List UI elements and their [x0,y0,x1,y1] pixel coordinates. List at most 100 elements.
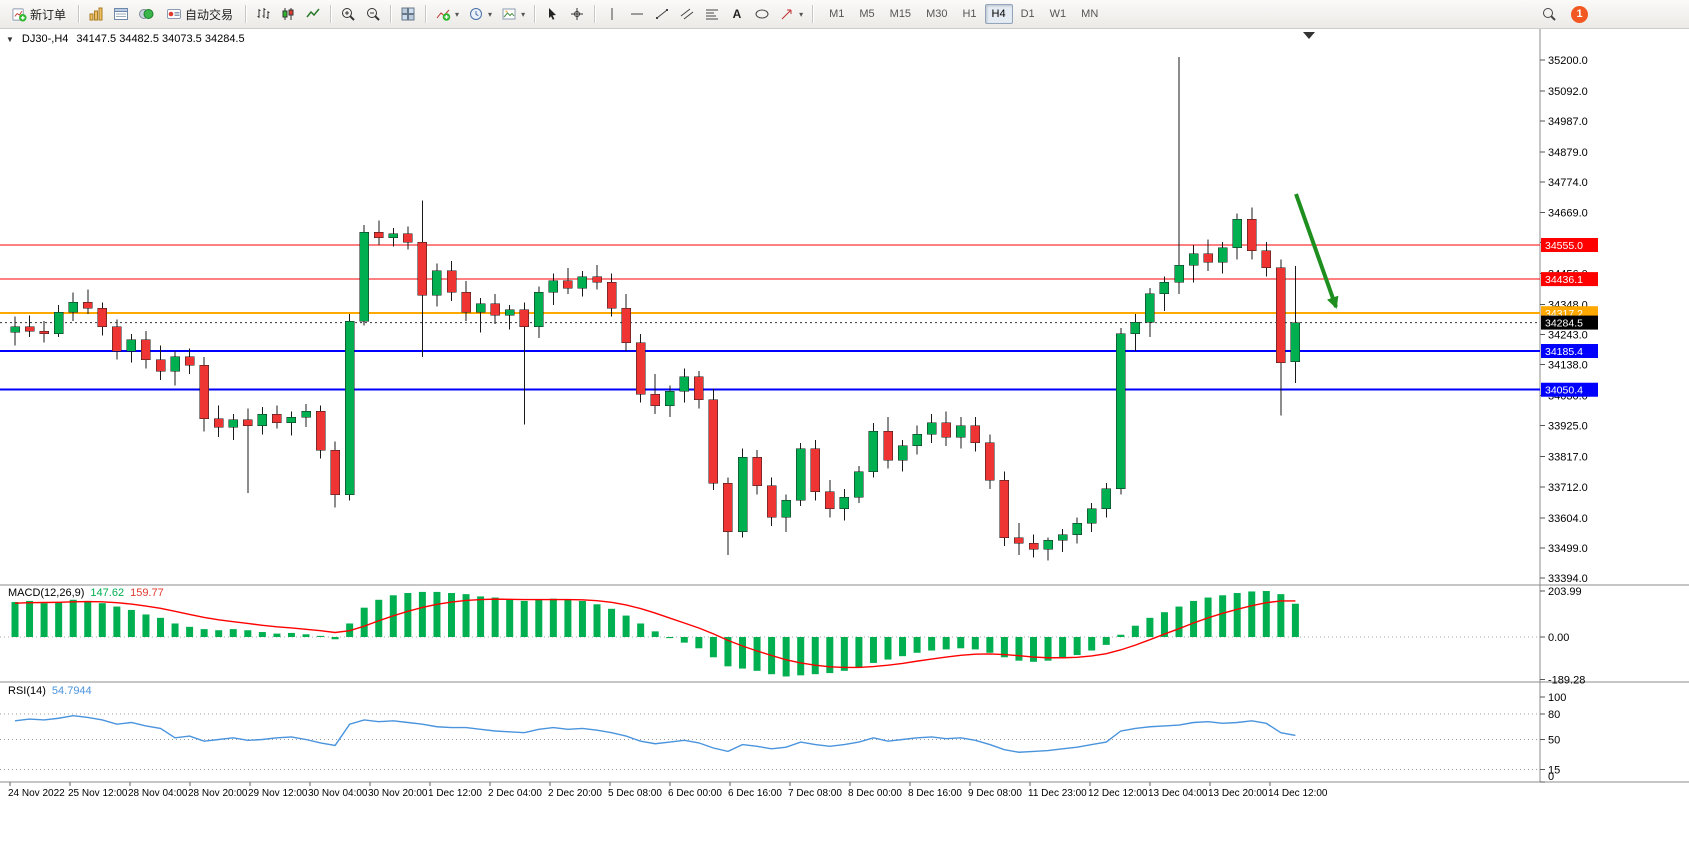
zoom-in-button[interactable] [336,3,360,25]
timeframe-d1-button[interactable]: D1 [1014,4,1042,24]
timeframe-m5-button[interactable]: M5 [852,4,881,24]
navigator-button[interactable] [134,3,158,25]
candle-body [1232,218,1242,249]
macd-histogram-bar [491,597,499,637]
data-window-button[interactable] [109,3,133,25]
macd-histogram-bar [651,631,659,637]
macd-histogram-bar [11,602,19,637]
svg-text:5 Dec 08:00: 5 Dec 08:00 [608,788,662,799]
macd-histogram-bar [127,609,135,637]
svg-text:34185.4: 34185.4 [1545,346,1583,358]
macd-histogram-bar [578,600,586,637]
svg-text:34774.0: 34774.0 [1548,177,1588,189]
candle-body [475,303,486,313]
timeframe-w1-button[interactable]: W1 [1043,4,1074,24]
candle-body [504,309,515,316]
channel-button[interactable] [675,3,699,25]
periods-button[interactable]: ▾ [464,3,496,25]
candles[interactable] [10,57,1301,561]
new-order-button[interactable]: 新订单 [5,3,73,25]
time-axis[interactable]: 24 Nov 2022 25 Nov 12:00 28 Nov 04:00 28 No… [8,782,1328,799]
timeframe-m1-button[interactable]: M1 [822,4,851,24]
chart-shift-marker[interactable] [1303,32,1315,39]
autotrading-button[interactable]: 自动交易 [159,3,240,25]
svg-text:28 Nov 04:00: 28 Nov 04:00 [128,788,188,799]
dropdown-caret: ▾ [488,9,493,19]
candle-body [228,419,238,428]
trend-arrow-annotation[interactable] [1294,193,1339,309]
svg-text:28 Nov 20:00: 28 Nov 20:00 [188,788,248,799]
macd-histogram-bar [157,617,164,637]
svg-text:0: 0 [1548,771,1554,783]
candle-body [184,356,195,366]
text-button[interactable]: A [725,3,749,25]
main-toolbar: 新订单 [0,0,1689,29]
chart-canvas[interactable]: 35200.0 35092.0 34987.0 34879.0 34774.0 34669… [0,28,1689,802]
crosshair-button[interactable] [565,3,589,25]
svg-text:8 Dec 00:00: 8 Dec 00:00 [848,788,902,799]
svg-text:34987.0: 34987.0 [1548,116,1588,128]
macd-histogram-bar [739,637,746,669]
trendline-icon [656,9,669,19]
indicators-button[interactable]: ▾ [431,3,463,25]
zoom-in-icon [342,8,355,21]
candle-body [490,303,500,316]
candle-body [1057,534,1068,541]
macd-histogram-bar [637,623,645,637]
timeframe-h1-button[interactable]: H1 [955,4,983,24]
timeframe-m30-button[interactable]: M30 [919,4,954,24]
candle-body [1014,537,1024,544]
svg-text:203.99: 203.99 [1548,586,1582,598]
macd-histogram-bar [535,599,543,637]
new-order-label: 新订单 [30,7,67,22]
macd-histogram-bar [360,607,368,637]
candle-body [519,309,529,327]
bar-chart-icon [257,8,270,19]
macd-histogram-bar [477,596,485,637]
timeframe-h4-button[interactable]: H4 [984,4,1013,24]
svg-text:-189.28: -189.28 [1548,675,1585,687]
macd-histogram-bar [928,637,936,651]
trendline-button[interactable] [650,3,674,25]
crosshair-icon [571,8,584,20]
svg-text:33394.0: 33394.0 [1548,573,1588,585]
vertical-line-icon [611,8,613,20]
ellipse-shape-icon [755,9,769,19]
autotrading-label: 自动交易 [185,7,234,22]
zoom-out-button[interactable] [361,3,385,25]
svg-text:80: 80 [1548,709,1560,721]
candle-body [403,233,413,243]
candle-body [839,497,850,510]
candle-body [243,419,253,426]
macd-histogram-bar [1073,637,1081,656]
candle-body [635,342,646,395]
templates-button[interactable]: ▾ [497,3,529,25]
bar-chart-button[interactable] [251,3,275,25]
horizontal-line-button[interactable] [625,3,649,25]
svg-text:34284.5: 34284.5 [1545,318,1583,330]
candle-body [315,411,326,451]
toolbar-separator [425,5,427,23]
candle-body [83,302,93,309]
autotrading-icon [167,9,182,19]
data-window-icon [114,8,129,20]
vertical-line-button[interactable] [600,3,624,25]
shapes-button[interactable] [750,3,774,25]
timeframe-mn-button[interactable]: MN [1074,4,1105,24]
search-button[interactable] [1537,3,1561,25]
arrows-button[interactable]: ▾ [775,3,807,25]
timeframe-m15-button[interactable]: M15 [883,4,918,24]
svg-text:33925.0: 33925.0 [1548,421,1588,433]
notification-badge[interactable]: 1 [1571,5,1588,23]
cursor-button[interactable] [540,3,564,25]
macd-histogram-bar [971,637,979,650]
macd-histogram-bar [957,637,965,649]
market-watch-icon [89,7,103,21]
tile-windows-button[interactable] [396,3,420,25]
fibonacci-button[interactable] [700,3,724,25]
macd-histogram-bar [26,600,34,637]
svg-text:30 Nov 04:00: 30 Nov 04:00 [308,788,368,799]
candlestick-chart-button[interactable] [276,3,300,25]
market-watch-button[interactable] [84,3,108,25]
line-chart-button[interactable] [301,3,325,25]
